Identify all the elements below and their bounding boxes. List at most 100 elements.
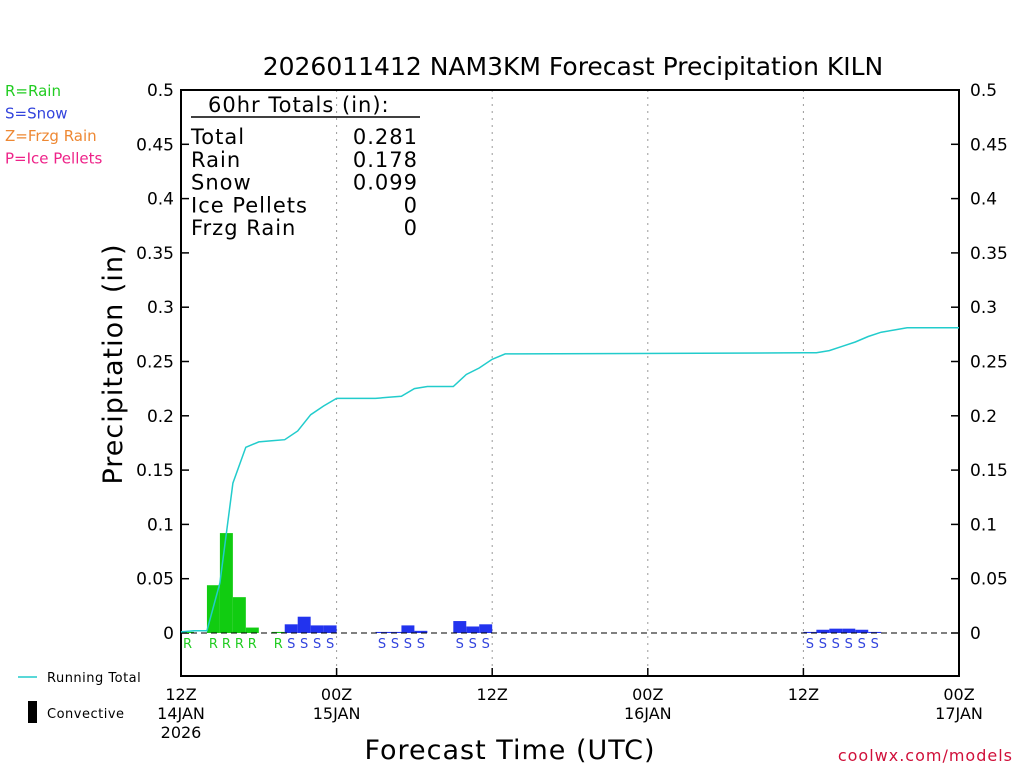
series-legend-swatch: [28, 701, 37, 723]
y-tick-label-left: 0.5: [147, 81, 174, 101]
series-legend-label: Convective: [47, 707, 125, 722]
y-tick-label-right: 0.25: [970, 353, 1008, 373]
y-tick-label-left: 0.4: [147, 190, 174, 210]
precip-bar: [232, 597, 246, 633]
x-tick-label: 00Z: [632, 685, 663, 704]
x-tick-label: 14JAN: [157, 704, 205, 723]
precip-bars: [181, 533, 882, 633]
x-tick-label: 00Z: [943, 685, 974, 704]
ptype-code: S: [313, 637, 321, 652]
ptype-code: S: [806, 637, 814, 652]
ptype-code: S: [300, 637, 308, 652]
precip-bar: [375, 631, 389, 633]
ptype-legend-entry: S=Snow: [5, 105, 68, 123]
ptype-legend-entry: P=Ice Pellets: [5, 150, 102, 168]
precip-bar: [453, 621, 467, 633]
x-tick-label: 2026: [161, 723, 202, 742]
y-tick-label-right: 0: [970, 624, 981, 644]
y-tick-label-right: 0.5: [970, 81, 997, 101]
chart-title: 2026011412 NAM3KM Forecast Precipitation…: [263, 52, 884, 81]
ptype-code: S: [378, 637, 386, 652]
totals-label: Snow: [191, 171, 252, 195]
y-tick-label-left: 0.2: [147, 407, 174, 427]
precip-bar: [284, 624, 298, 633]
x-tick-label: 00Z: [321, 685, 352, 704]
y-tick-label-left: 0.3: [147, 298, 174, 318]
y-tick-label-left: 0: [163, 624, 174, 644]
precip-bar: [868, 631, 882, 633]
ptype-legend-entry: R=Rain: [5, 82, 61, 100]
y-tick-label-right: 0.1: [970, 515, 997, 535]
y-tick-label-right: 0.4: [970, 190, 997, 210]
precip-bar: [271, 631, 285, 633]
precip-bar: [323, 625, 337, 633]
totals-label: Total: [190, 125, 245, 149]
precip-bar: [388, 631, 402, 633]
totals-box: 60hr Totals (in): Total 0.281 Rain 0.178 Snow…: [190, 93, 420, 240]
precip-bar: [401, 625, 415, 633]
ptype-code: R: [248, 637, 257, 652]
ptype-code: S: [391, 637, 399, 652]
ptype-code: R: [235, 637, 244, 652]
x-tick-label: 12Z: [165, 685, 196, 704]
credit-text: coolwx.com/models: [838, 746, 1013, 765]
ptype-code: R: [209, 637, 218, 652]
y-tick-label-right: 0.2: [970, 407, 997, 427]
running-total-line: [180, 327, 959, 633]
y-tick-label-right: 0.15: [970, 461, 1008, 481]
precip-bar: [803, 631, 817, 633]
y-tick-label-left: 0.05: [136, 570, 174, 590]
ptype-code: S: [469, 637, 477, 652]
ptype-code: R: [222, 637, 231, 652]
y-tick-label-left: 0.15: [136, 461, 174, 481]
ptype-code: S: [456, 637, 464, 652]
precip-bar: [310, 625, 324, 633]
y-tick-label-left: 0.1: [147, 515, 174, 535]
precip-bar: [219, 533, 233, 633]
precip-bar: [855, 629, 869, 633]
plot-frame: [180, 89, 960, 677]
ptype-code: S: [819, 637, 827, 652]
precip-bar: [414, 630, 428, 633]
x-tick-label: 17JAN: [935, 704, 983, 723]
precip-bar: [181, 631, 194, 633]
x-tick-label: 12Z: [788, 685, 819, 704]
precip-bar: [842, 628, 856, 633]
ptype-legend-entry: Z=Frzg Rain: [5, 127, 97, 145]
totals-label: Rain: [191, 148, 241, 172]
precip-bar: [479, 624, 493, 633]
x-tick-label: 16JAN: [624, 704, 672, 723]
x-tick-label: 12Z: [477, 685, 508, 704]
ptype-code: S: [871, 637, 879, 652]
ptype-code: S: [482, 637, 490, 652]
y-tick-label-right: 0.05: [970, 570, 1008, 590]
totals-value: 0.099: [353, 171, 418, 195]
totals-value: 0.178: [353, 148, 418, 172]
totals-header: 60hr Totals (in):: [208, 93, 390, 117]
x-axis-title: Forecast Time (UTC): [364, 735, 655, 766]
ptype-legend: R=Rain S=Snow Z=Frzg Rain P=Ice Pellets: [5, 82, 102, 168]
y-tick-label-right: 0.3: [970, 298, 997, 318]
ptype-code: S: [326, 637, 334, 652]
ptype-code: S: [404, 637, 412, 652]
totals-value: 0.281: [353, 125, 418, 149]
x-tick-label: 15JAN: [313, 704, 361, 723]
ptype-code: S: [287, 637, 295, 652]
precip-bar: [829, 628, 843, 633]
precip-bar: [816, 629, 830, 633]
series-legend: Running Total Convective: [18, 671, 141, 723]
precip-bar: [297, 616, 311, 633]
ptype-code: R: [274, 637, 283, 652]
y-axis-title: Precipitation (in): [98, 243, 129, 484]
ptype-code: S: [417, 637, 425, 652]
y-tick-label-left: 0.35: [136, 244, 174, 264]
ptype-code: S: [832, 637, 840, 652]
ptype-code: S: [858, 637, 866, 652]
precip-bar: [466, 626, 480, 633]
ptype-code: S: [845, 637, 853, 652]
totals-value: 0: [404, 193, 418, 217]
precip-bar: [245, 627, 259, 633]
